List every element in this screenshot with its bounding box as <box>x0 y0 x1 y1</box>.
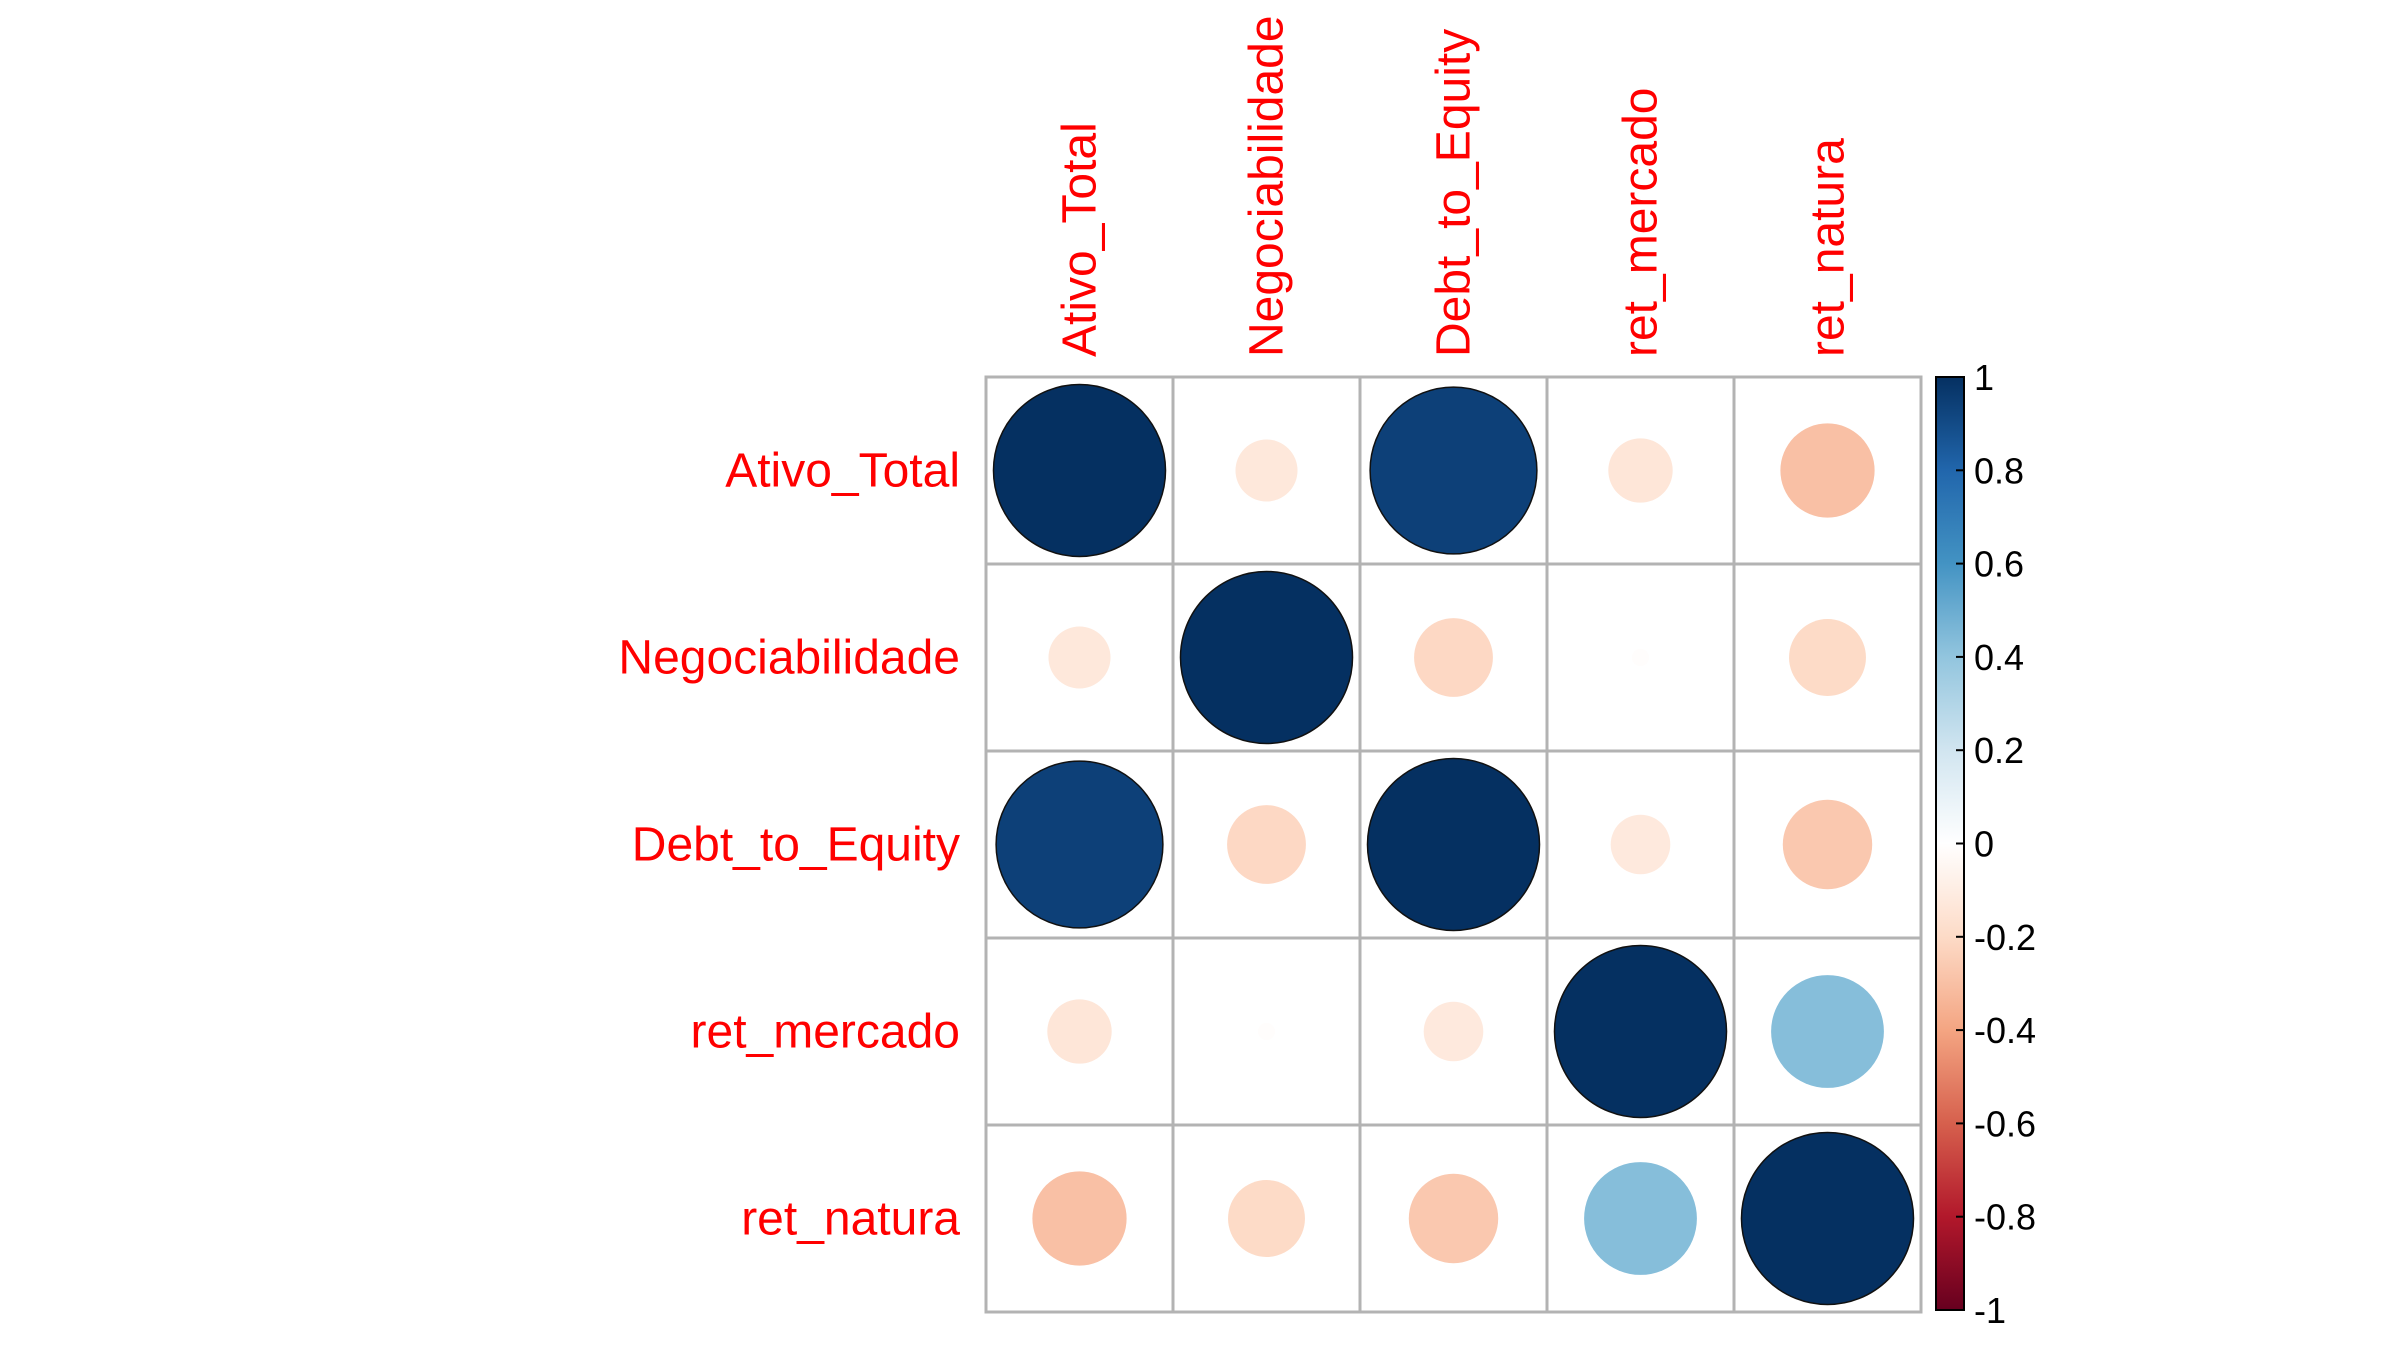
colorbar-tick-label: 0.2 <box>1974 730 2024 771</box>
correlation-circle-ret_natura-Negociabilidade <box>1228 1180 1305 1257</box>
correlation-circle-ret_natura-ret_natura <box>1740 1131 1915 1306</box>
row-label: Ativo_Total <box>725 445 960 498</box>
colorbar-tick-label: 0 <box>1974 824 1994 865</box>
correlation-circle-Debt_to_Equity-Debt_to_Equity <box>1366 757 1541 932</box>
correlation-circle-Negociabilidade-Debt_to_Equity <box>1414 618 1493 697</box>
column-label: Negociabilidade <box>1241 15 1294 357</box>
correlation-circle-Negociabilidade-Ativo_Total <box>1048 626 1111 689</box>
correlation-circle-Ativo_Total-ret_mercado <box>1608 438 1673 503</box>
correlation-circle-ret_mercado-Negociabilidade <box>1257 1022 1276 1041</box>
correlation-circle-Debt_to_Equity-ret_natura <box>1782 799 1873 890</box>
row-label: ret_mercado <box>691 1006 960 1059</box>
correlation-circle-Ativo_Total-Ativo_Total <box>992 383 1167 558</box>
correlation-circle-Ativo_Total-ret_natura <box>1780 423 1875 518</box>
column-label: ret_mercado <box>1615 88 1668 357</box>
correlation-circle-ret_mercado-Ativo_Total <box>1047 999 1112 1064</box>
column-label: Ativo_Total <box>1054 122 1107 357</box>
correlation-circle-ret_mercado-Debt_to_Equity <box>1423 1001 1484 1062</box>
correlation-circle-Debt_to_Equity-ret_mercado <box>1610 814 1671 875</box>
colorbar-tick-label: -0.2 <box>1974 917 2036 958</box>
colorbar-tick-label: 0.4 <box>1974 637 2024 678</box>
correlation-circle-Debt_to_Equity-Ativo_Total <box>995 760 1164 929</box>
column-label: Debt_to_Equity <box>1428 29 1481 357</box>
correlation-circle-ret_natura-ret_mercado <box>1584 1162 1697 1275</box>
grid-cell <box>1545 749 1736 940</box>
colorbar-tick-label: 0.6 <box>1974 544 2024 585</box>
colorbar: 1 0.8 0.6 0.4 0.2 0 -0.2 -0.4 -0.6 -0.8 -1 <box>1935 357 2036 1331</box>
colorbar-tick-label: -1 <box>1974 1290 2006 1331</box>
correlation-circle-ret_natura-Debt_to_Equity <box>1408 1173 1499 1264</box>
correlation-circle-Negociabilidade-ret_natura <box>1789 619 1866 696</box>
correlation-circle-ret_natura-Ativo_Total <box>1032 1171 1127 1266</box>
row-label: Debt_to_Equity <box>632 819 960 872</box>
correlation-circle-ret_mercado-ret_natura <box>1771 975 1884 1088</box>
correlation-circle-Debt_to_Equity-Negociabilidade <box>1227 805 1306 884</box>
grid-cell <box>1171 1123 1362 1314</box>
grid-cell <box>1358 562 1549 753</box>
correlation-circle-ret_mercado-ret_mercado <box>1553 944 1728 1119</box>
correlation-circle-Negociabilidade-Negociabilidade <box>1179 570 1354 745</box>
column-label: ret_natura <box>1802 138 1855 357</box>
column-labels: Ativo_Total Negociabilidade Debt_to_Equity… <box>1054 15 1855 357</box>
correlation-circle-Negociabilidade-ret_mercado <box>1631 648 1650 667</box>
colorbar-tick-label: -0.8 <box>1974 1197 2036 1238</box>
correlation-circles <box>992 383 1915 1306</box>
colorbar-tick-label: -0.4 <box>1974 1010 2036 1051</box>
row-labels: Ativo_Total Negociabilidade Debt_to_Equity… <box>618 445 960 1246</box>
row-label: Negociabilidade <box>618 632 960 685</box>
correlation-circle-Ativo_Total-Debt_to_Equity <box>1369 386 1538 555</box>
row-label: ret_natura <box>741 1193 960 1246</box>
colorbar-tick-label: 1 <box>1974 357 1994 398</box>
colorbar-tick-label: -0.6 <box>1974 1103 2036 1144</box>
correlation-circle-Ativo_Total-Negociabilidade <box>1235 439 1298 502</box>
colorbar-tick-label: 0.8 <box>1974 450 2024 491</box>
